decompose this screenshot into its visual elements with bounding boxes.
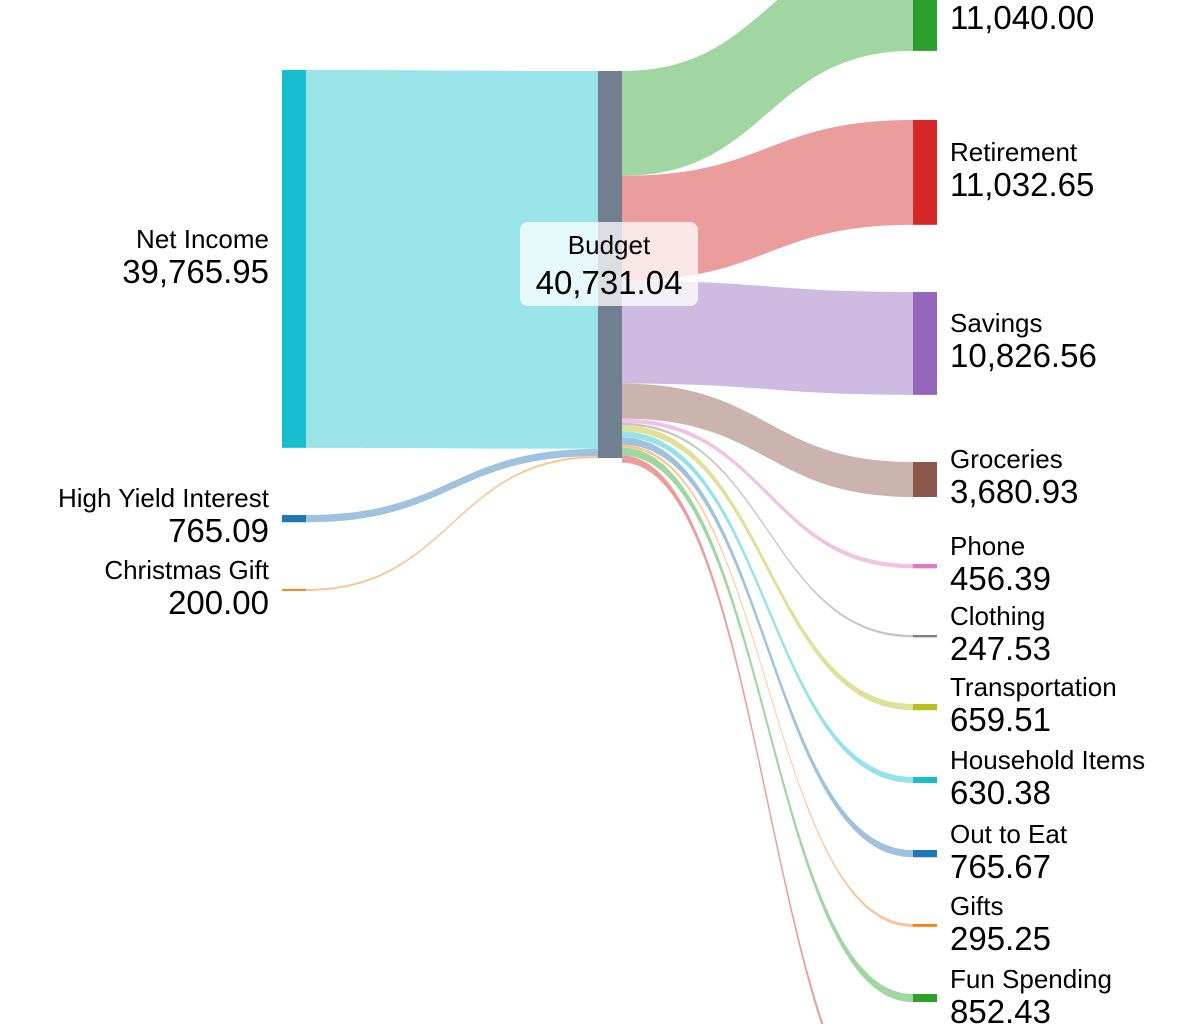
node-value: 630.38 (950, 774, 1051, 811)
node-value: 247.53 (950, 630, 1051, 667)
sankey-node-fun[interactable] (913, 994, 937, 1003)
sankey-link-budget-clothing[interactable] (622, 422, 913, 638)
sankey-node-household[interactable] (913, 777, 937, 783)
sankey-link-budget-gifts[interactable] (622, 444, 913, 927)
sankey-link-budget-savings[interactable] (622, 280, 913, 395)
node-value: 456.39 (950, 560, 1051, 597)
node-name: Gifts (950, 891, 1004, 921)
sankey-links (306, 0, 913, 1024)
sankey-node-groceries[interactable] (913, 462, 937, 497)
node-value: 200.00 (168, 584, 269, 621)
sankey-link-net_income-budget[interactable] (306, 70, 598, 449)
node-name: Transportation (950, 672, 1117, 702)
label-gifts: Gifts 295.25 (950, 893, 1051, 955)
label-household-items: Household Items 630.38 (950, 747, 1145, 809)
node-value: 11,032.65 (950, 166, 1095, 203)
node-value: 11,040.00 (950, 0, 1095, 36)
node-value: 10,826.56 (950, 337, 1097, 374)
sankey-link-budget-top_node[interactable] (622, 0, 913, 176)
node-value: 295.25 (950, 920, 1051, 957)
label-fun-spending: Fun Spending 852.43 (950, 966, 1112, 1028)
label-out-to-eat: Out to Eat 765.67 (950, 821, 1067, 883)
sankey-node-retirement[interactable] (913, 120, 937, 225)
sankey-node-savings[interactable] (913, 292, 937, 395)
label-clothing: Clothing 247.53 (950, 603, 1051, 665)
sankey-link-budget-phone[interactable] (622, 418, 913, 569)
label-transportation: Transportation 659.51 (950, 674, 1117, 736)
sankey-node-out_to_eat[interactable] (913, 850, 937, 858)
node-value: 852.43 (950, 993, 1051, 1030)
sankey-node-clothing[interactable] (913, 635, 937, 638)
label-phone: Phone 456.39 (950, 533, 1051, 595)
sankey-link-budget-transportation[interactable] (622, 425, 913, 711)
label-savings: Savings 10,826.56 (950, 310, 1097, 372)
label-groceries: Groceries 3,680.93 (950, 446, 1078, 508)
sankey-link-high_yield-budget[interactable] (306, 448, 598, 523)
sankey-node-top_node[interactable] (913, 0, 937, 51)
label-net-income: Net Income 39,765.95 (122, 226, 269, 288)
label-budget: Budget 40,731.04 (520, 222, 698, 306)
node-name: Phone (950, 531, 1026, 561)
node-name: Groceries (950, 444, 1063, 474)
node-name: Retirement (950, 137, 1078, 167)
label-retirement: Retirement 11,032.65 (950, 139, 1094, 201)
sankey-link-christmas-budget[interactable] (306, 456, 598, 591)
sankey-link-budget-fun[interactable] (622, 447, 913, 1003)
node-value: 659.51 (950, 701, 1051, 738)
node-value: 765.67 (950, 848, 1051, 885)
node-value: 40,731.04 (535, 264, 683, 301)
node-name: Savings (950, 308, 1043, 338)
node-name: Net Income (136, 224, 269, 254)
sankey-node-phone[interactable] (913, 564, 937, 569)
node-value: 3,680.93 (950, 473, 1079, 510)
sankey-node-high_yield[interactable] (282, 515, 306, 523)
sankey-node-christmas[interactable] (282, 589, 306, 591)
sankey-link-budget-groceries[interactable] (622, 383, 913, 497)
node-name: High Yield Interest (57, 483, 269, 513)
node-name: Budget (567, 230, 651, 260)
sankey-link-budget-offscreen[interactable] (622, 455, 913, 1024)
node-name: Household Items (950, 745, 1146, 775)
sankey-node-net_income[interactable] (282, 70, 306, 448)
node-name: Clothing (950, 601, 1046, 631)
label-top-node: 11,040.00 (950, 0, 1094, 34)
node-name: Fun Spending (950, 964, 1112, 994)
node-name: Out to Eat (950, 819, 1068, 849)
label-high-yield-interest: High Yield Interest 765.09 (58, 485, 269, 547)
label-christmas-gift: Christmas Gift 200.00 (104, 557, 269, 619)
sankey-node-gifts[interactable] (913, 924, 937, 927)
node-value: 765.09 (168, 512, 269, 549)
node-value: 39,765.95 (122, 253, 269, 290)
sankey-link-budget-household[interactable] (622, 431, 913, 783)
sankey-link-budget-out_to_eat[interactable] (622, 437, 913, 858)
sankey-node-transportation[interactable] (913, 704, 937, 711)
node-name: Christmas Gift (104, 555, 269, 585)
